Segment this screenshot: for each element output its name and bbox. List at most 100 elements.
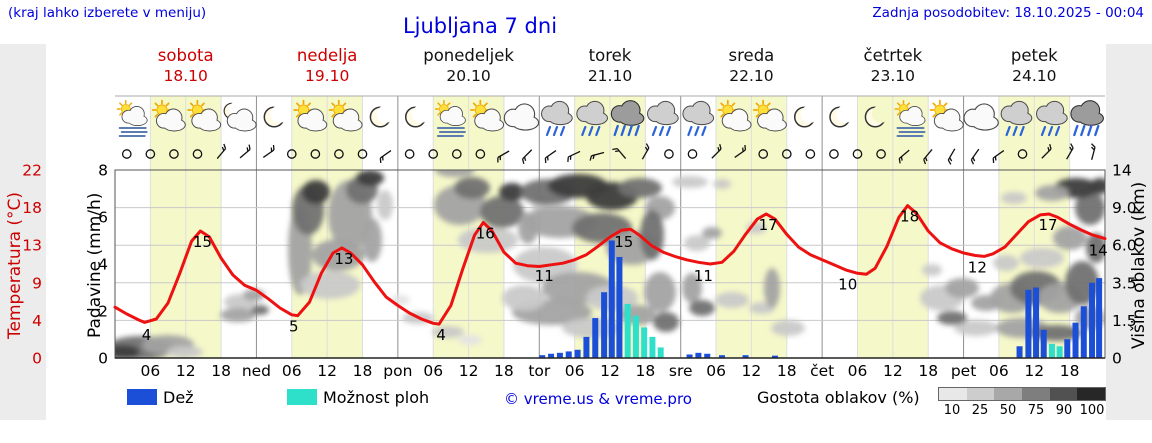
svg-text:4: 4 (436, 326, 446, 344)
day-date: 22.10 (729, 67, 773, 85)
weather-icon-fog-sun (116, 100, 148, 137)
right-margin-strip (1106, 44, 1152, 420)
wind-barb-icon (970, 148, 980, 165)
cloud-scale-step (1077, 388, 1106, 400)
wind-barb-icon (734, 144, 747, 158)
weather-icon-heavy-rain (1070, 100, 1104, 137)
day-name: torek (589, 46, 632, 65)
wind-barb-icon (947, 148, 956, 165)
weather-icon-rain (541, 100, 573, 137)
svg-text:18: 18 (900, 208, 919, 226)
day-date: 19.10 (305, 67, 349, 85)
svg-text:12: 12 (317, 362, 337, 380)
weather-icon-moon (406, 107, 426, 127)
wind-calm-icon (829, 149, 839, 159)
wind-calm-icon (687, 149, 698, 159)
cloud-cover-scale-bar (938, 387, 1106, 401)
day-date: 18.10 (164, 67, 208, 85)
svg-text:4: 4 (142, 326, 152, 344)
svg-text:06: 06 (282, 362, 302, 380)
wind-calm-icon (310, 149, 321, 159)
svg-text:4: 4 (32, 312, 42, 330)
svg-text:06: 06 (140, 362, 160, 380)
svg-text:tor: tor (528, 362, 551, 380)
svg-text:12: 12 (459, 362, 479, 380)
axis-ticks: 22 18 13 9 4 0 8 6 4 2 0 14 9.0 6.0 3.5 1.5 0 (22, 162, 1136, 368)
svg-text:06: 06 (706, 362, 726, 380)
day-headers: sobota 18.10 nedelja 19.10 ponedeljek 20.10 to… (158, 46, 1058, 85)
wind-calm-icon (1017, 149, 1028, 159)
svg-text:06: 06 (989, 362, 1009, 380)
svg-text:12: 12 (1024, 362, 1044, 380)
wind-calm-icon (876, 149, 886, 159)
day-name: nedelja (297, 46, 358, 65)
showers-legend-label: Možnost ploh (323, 388, 430, 407)
svg-text:16: 16 (476, 225, 495, 243)
day-name: sreda (729, 46, 775, 65)
svg-text:15: 15 (614, 233, 633, 251)
wind-calm-icon (852, 149, 863, 159)
temperature-value-labels: 4 15 5 13 4 16 11 15 11 17 10 18 12 17 14 (142, 208, 1108, 345)
svg-text:14: 14 (1112, 162, 1132, 180)
weather-icon-moon-cloud (224, 103, 257, 132)
svg-text:12: 12 (600, 362, 620, 380)
day-date: 21.10 (588, 67, 632, 85)
wind-barb-icon (1091, 143, 1096, 160)
svg-text:čet: čet (810, 362, 834, 380)
wind-calm-icon (404, 149, 415, 159)
svg-text:12: 12 (742, 362, 762, 380)
wind-barb-icon (521, 149, 533, 164)
svg-text:6.0: 6.0 (1112, 237, 1137, 255)
svg-text:13: 13 (22, 237, 42, 255)
svg-text:2: 2 (98, 303, 108, 321)
wind-calm-icon (664, 149, 674, 159)
wind-calm-icon (169, 149, 179, 159)
wind-calm-icon (357, 149, 368, 159)
wind-barb-icon (544, 150, 557, 164)
rain-swatch (127, 389, 157, 405)
day-date: 20.10 (446, 67, 490, 85)
svg-text:22: 22 (22, 162, 42, 180)
wind-barb-icon (262, 144, 275, 158)
svg-text:4: 4 (98, 256, 108, 274)
svg-text:0: 0 (32, 350, 42, 368)
svg-text:10: 10 (838, 275, 857, 293)
svg-text:12: 12 (176, 362, 196, 380)
weather-icon-moon (865, 107, 885, 127)
cloud-scale-step-label: 50 (999, 403, 1017, 418)
wind-barb-icon (992, 150, 1005, 164)
wind-barb-icon (641, 143, 650, 160)
cloud-scale-step-label: 90 (1055, 403, 1073, 418)
showers-swatch (287, 389, 317, 405)
cloud-scale-step-label: 25 (971, 403, 989, 418)
credit-link[interactable]: © vreme.us & vreme.pro (504, 390, 692, 408)
wind-calm-icon (192, 149, 203, 159)
svg-text:18: 18 (353, 362, 373, 380)
cloud-height-axis-title: Višina oblakov (km) (1129, 181, 1149, 350)
wind-barb-icon (239, 144, 251, 159)
svg-text:11: 11 (694, 267, 713, 285)
svg-text:pet: pet (951, 362, 976, 380)
svg-text:3.5: 3.5 (1112, 274, 1137, 292)
wind-row (121, 143, 1096, 165)
weather-icon-cloud (503, 103, 540, 131)
svg-text:1.5: 1.5 (1112, 312, 1137, 330)
cloud-scale-step-label: 10 (943, 403, 961, 418)
cloud-scale-step (1022, 388, 1050, 400)
svg-text:pon: pon (383, 362, 412, 380)
wind-barb-icon (612, 147, 627, 160)
svg-text:5: 5 (289, 318, 299, 336)
cloud-scale-step-label: 75 (1027, 403, 1045, 418)
wind-barb-icon (711, 144, 722, 159)
cloud-scale-step (1049, 388, 1078, 400)
svg-text:18: 18 (635, 362, 655, 380)
svg-text:18: 18 (918, 362, 938, 380)
cloud-scale-step (939, 388, 967, 400)
wind-calm-icon (428, 149, 439, 159)
wind-calm-icon (475, 149, 486, 159)
day-date: 24.10 (1012, 67, 1056, 85)
wind-calm-icon (145, 149, 156, 159)
svg-text:ned: ned (242, 362, 271, 380)
wind-barb-icon (923, 148, 933, 165)
